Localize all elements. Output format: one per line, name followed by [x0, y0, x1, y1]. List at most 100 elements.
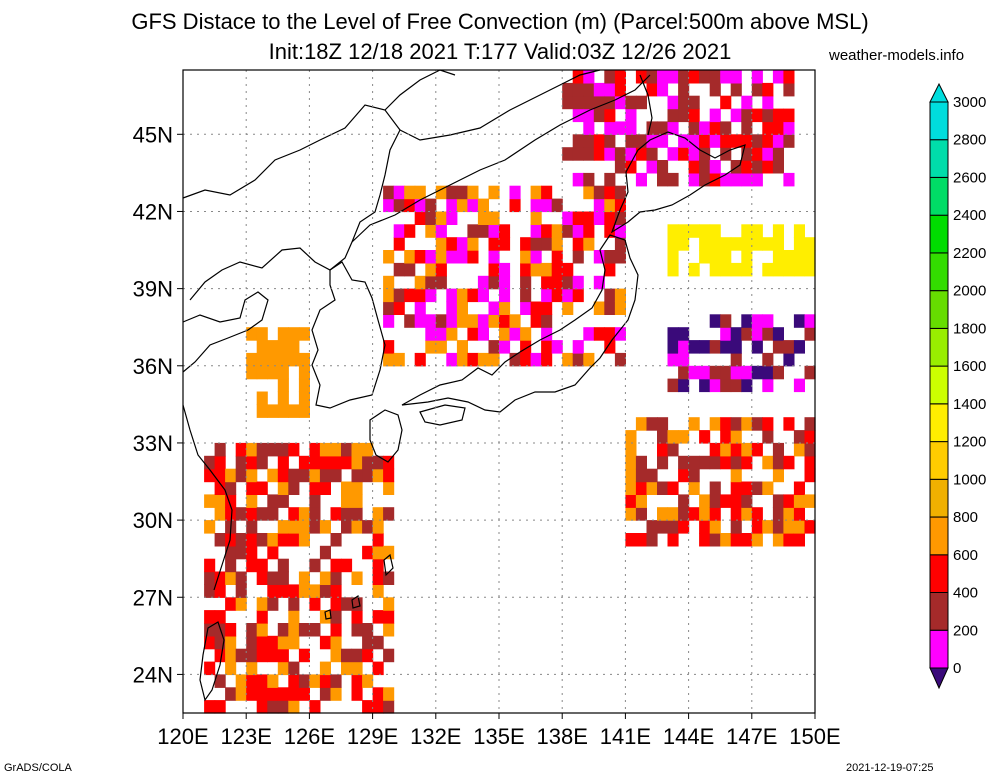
- field-cell: [235, 507, 247, 521]
- field-cell: [730, 378, 742, 393]
- field-cell: [667, 121, 679, 135]
- field-cell: [625, 442, 637, 457]
- colorbar-label: 200: [953, 622, 978, 639]
- field-cell: [625, 468, 637, 483]
- field-cell: [625, 507, 637, 521]
- field-cell: [583, 224, 595, 238]
- field-cell: [225, 558, 237, 573]
- field-cell: [277, 378, 289, 393]
- field-cell: [298, 520, 310, 534]
- field-cell: [414, 275, 426, 290]
- field-cell: [414, 198, 426, 213]
- field-cell: [667, 250, 679, 264]
- field-cell: [383, 507, 395, 521]
- field-cell: [772, 147, 784, 161]
- field-cell: [446, 237, 458, 251]
- field-cell: [657, 430, 669, 444]
- field-cell: [541, 314, 553, 328]
- field-cell: [288, 687, 300, 701]
- field-cell: [330, 674, 342, 688]
- field-cell: [362, 648, 374, 663]
- x-tick-label: 129E: [347, 724, 398, 749]
- field-cell: [256, 391, 268, 405]
- field-cell: [298, 455, 310, 470]
- field-cell: [699, 455, 711, 470]
- field-cell: [625, 160, 637, 174]
- field-region-6: [667, 224, 816, 277]
- field-cell: [541, 340, 553, 354]
- field-cell: [751, 237, 763, 251]
- field-cell: [256, 507, 268, 521]
- field-cell: [530, 250, 542, 264]
- field-cell: [720, 314, 732, 328]
- field-cell: [520, 262, 532, 277]
- field-cell: [720, 134, 732, 148]
- field-cell: [657, 121, 669, 135]
- field-cell: [741, 224, 753, 238]
- field-cell: [425, 262, 437, 277]
- field-cell: [614, 70, 626, 84]
- chart-title: GFS Distace to the Level of Free Convect…: [131, 9, 869, 34]
- field-cell: [657, 134, 669, 148]
- field-cell: [646, 121, 658, 135]
- field-cell: [288, 674, 300, 688]
- field-cell: [667, 340, 679, 354]
- field-cell: [720, 70, 732, 84]
- y-tick-label: 30N: [133, 508, 173, 533]
- field-cell: [678, 224, 690, 238]
- field-cell: [277, 455, 289, 470]
- field-cell: [235, 533, 247, 547]
- field-cell: [383, 185, 395, 200]
- field-cell: [793, 533, 805, 547]
- field-cell: [657, 481, 669, 495]
- field-cell: [625, 494, 637, 508]
- field-cell: [488, 262, 500, 277]
- field-cell: [267, 442, 279, 457]
- colorbar-swatch: [929, 403, 949, 443]
- field-cell: [657, 442, 669, 457]
- field-cell: [709, 442, 721, 457]
- field-cell: [414, 250, 426, 264]
- field-cell: [383, 571, 395, 585]
- field-cell: [277, 623, 289, 637]
- field-cell: [309, 674, 321, 688]
- field-cell: [614, 198, 626, 213]
- field-cell: [499, 301, 511, 315]
- field-cell: [372, 635, 384, 650]
- field-cell: [383, 623, 395, 637]
- field-cell: [414, 352, 426, 367]
- field-cell: [477, 198, 489, 213]
- field-cell: [541, 185, 553, 200]
- field-cell: [709, 237, 721, 251]
- field-cell: [720, 237, 732, 251]
- field-cell: [341, 442, 353, 457]
- colorbar-label: 800: [953, 509, 978, 526]
- field-cell: [635, 70, 647, 84]
- field-cell: [225, 635, 237, 650]
- field-cell: [667, 481, 679, 495]
- colorbar-swatch: [929, 629, 949, 669]
- field-cell: [730, 108, 742, 123]
- site-label: weather-models.info: [829, 47, 965, 64]
- coastline-korea: [311, 261, 386, 409]
- field-cell: [288, 700, 300, 714]
- field-cell: [298, 327, 310, 341]
- field-cell: [562, 211, 574, 225]
- field-cell: [741, 121, 753, 135]
- field-cell: [657, 417, 669, 431]
- field-cell: [688, 160, 700, 174]
- field-cell: [783, 172, 795, 187]
- y-tick-label: 45N: [133, 122, 173, 147]
- field-cell: [330, 623, 342, 637]
- field-cell: [772, 442, 784, 457]
- field-cell: [404, 224, 416, 238]
- field-cell: [730, 352, 742, 367]
- field-cell: [646, 160, 658, 174]
- field-cell: [741, 160, 753, 174]
- field-cell: [414, 211, 426, 225]
- field-cell: [614, 160, 626, 174]
- field-cell: [593, 211, 605, 225]
- field-cell: [520, 327, 532, 341]
- field-cell: [583, 352, 595, 367]
- field-cell: [541, 352, 553, 367]
